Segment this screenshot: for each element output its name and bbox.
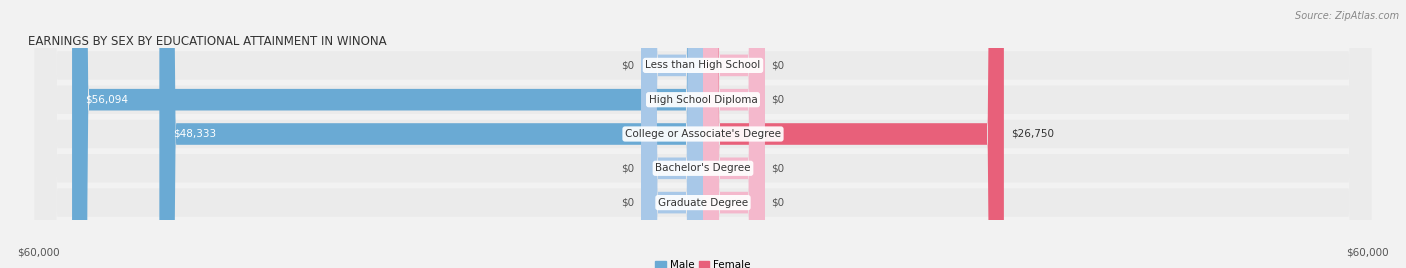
Text: $60,000: $60,000	[1347, 247, 1389, 257]
Text: Graduate Degree: Graduate Degree	[658, 198, 748, 208]
FancyBboxPatch shape	[641, 0, 703, 268]
FancyBboxPatch shape	[35, 0, 1371, 268]
FancyBboxPatch shape	[641, 0, 703, 268]
FancyBboxPatch shape	[159, 0, 703, 268]
Text: $0: $0	[772, 60, 785, 70]
Text: Source: ZipAtlas.com: Source: ZipAtlas.com	[1295, 11, 1399, 21]
Text: $0: $0	[621, 198, 634, 208]
Text: Bachelor's Degree: Bachelor's Degree	[655, 163, 751, 173]
Text: $60,000: $60,000	[17, 247, 59, 257]
FancyBboxPatch shape	[703, 0, 765, 268]
Text: $56,094: $56,094	[86, 95, 128, 105]
Text: $0: $0	[772, 198, 785, 208]
Legend: Male, Female: Male, Female	[651, 256, 755, 268]
FancyBboxPatch shape	[35, 0, 1371, 268]
FancyBboxPatch shape	[703, 0, 1004, 268]
Text: EARNINGS BY SEX BY EDUCATIONAL ATTAINMENT IN WINONA: EARNINGS BY SEX BY EDUCATIONAL ATTAINMEN…	[28, 35, 387, 48]
FancyBboxPatch shape	[35, 0, 1371, 268]
Text: $0: $0	[772, 163, 785, 173]
Text: $0: $0	[772, 95, 785, 105]
Text: $0: $0	[621, 163, 634, 173]
Text: High School Diploma: High School Diploma	[648, 95, 758, 105]
Text: College or Associate's Degree: College or Associate's Degree	[626, 129, 780, 139]
FancyBboxPatch shape	[703, 0, 765, 268]
Text: $26,750: $26,750	[1011, 129, 1053, 139]
Text: $0: $0	[621, 60, 634, 70]
FancyBboxPatch shape	[641, 0, 703, 268]
FancyBboxPatch shape	[72, 0, 703, 268]
Text: Less than High School: Less than High School	[645, 60, 761, 70]
Text: $48,333: $48,333	[173, 129, 217, 139]
FancyBboxPatch shape	[35, 0, 1371, 268]
FancyBboxPatch shape	[35, 0, 1371, 268]
FancyBboxPatch shape	[703, 0, 765, 268]
FancyBboxPatch shape	[703, 0, 765, 268]
